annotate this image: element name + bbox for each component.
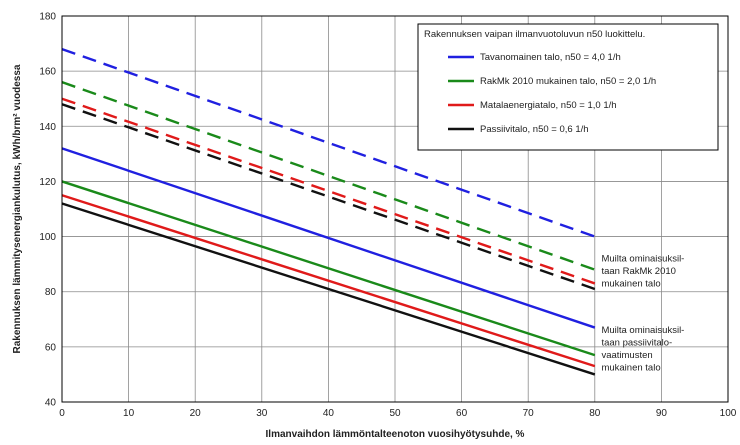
x-tick-label: 100 xyxy=(720,408,737,419)
x-tick-label: 40 xyxy=(323,408,335,419)
y-axis-label: Rakennuksen lämmitysenergiankulutus, kWh… xyxy=(12,64,23,353)
x-tick-label: 80 xyxy=(589,408,601,419)
y-tick-label: 100 xyxy=(39,232,56,243)
y-tick-label: 40 xyxy=(45,398,57,409)
legend-entry: Matalaenergiatalo, n50 = 1,0 1/h xyxy=(480,100,617,111)
x-tick-label: 70 xyxy=(523,408,535,419)
x-axis-label: Ilmanvaihdon lämmöntalteenoton vuosihyöt… xyxy=(266,429,525,440)
x-tick-label: 10 xyxy=(123,408,135,419)
y-tick-label: 160 xyxy=(39,67,56,78)
annotation-line: mukainen talo xyxy=(601,363,660,374)
x-tick-label: 60 xyxy=(456,408,468,419)
y-tick-label: 180 xyxy=(39,12,56,23)
annotation-line: Muilta ominaisuksil- xyxy=(601,253,684,264)
series-line-dashed-4 xyxy=(61,103,596,291)
y-tick-label: 140 xyxy=(39,122,56,133)
legend-entry: Passiivitalo, n50 = 0,6 1/h xyxy=(480,124,589,135)
x-tick-label: 90 xyxy=(656,408,668,419)
legend-title: Rakennuksen vaipan ilmanvuotoluvun n50 l… xyxy=(424,29,645,40)
annotation-line: mukainen talo xyxy=(601,278,660,289)
series-line-dashed-3 xyxy=(61,97,596,285)
series-lines xyxy=(61,47,596,376)
y-tick-label: 60 xyxy=(45,342,57,353)
annotation-line: Muilta ominaisuksil- xyxy=(601,325,684,336)
series-line-solid-3 xyxy=(61,194,596,368)
annotations: Muilta ominaisuksil-taan RakMk 2010 mukai… xyxy=(601,253,684,373)
legend: Rakennuksen vaipan ilmanvuotoluvun n50 l… xyxy=(417,23,719,151)
legend-entry: RakMk 2010 mukainen talo, n50 = 2,0 1/h xyxy=(480,76,656,87)
series-line-dashed-2 xyxy=(61,81,596,271)
annotation-line: taan passiivitalo- xyxy=(601,338,672,349)
annotation-1: Muilta ominaisuksil-taan RakMk 2010 mukai… xyxy=(601,253,684,289)
annotation-line: taan RakMk 2010 xyxy=(601,266,675,277)
legend-entry: Tavanomainen talo, n50 = 4,0 1/h xyxy=(480,52,621,63)
series-line-solid-1 xyxy=(61,147,596,329)
x-tick-label: 30 xyxy=(256,408,268,419)
plot-frame xyxy=(61,15,729,403)
annotation-2: Muilta ominaisuksil-taan passiivitalo-va… xyxy=(601,325,684,374)
annotation-line: vaatimusten xyxy=(601,350,652,361)
series-line-dashed-1 xyxy=(61,47,596,238)
y-tick-label: 120 xyxy=(39,177,56,188)
series-line-solid-2 xyxy=(61,180,596,357)
x-tick-label: 20 xyxy=(190,408,202,419)
y-tick-label: 80 xyxy=(45,287,57,298)
x-tick-label: 50 xyxy=(389,408,401,419)
series-line-solid-4 xyxy=(61,202,596,376)
tick-labels: 0 10 20 30 40 50 60 70 80 90 100 40 60 80 100 120 140 160… xyxy=(39,12,736,420)
x-tick-label: 0 xyxy=(59,408,65,419)
